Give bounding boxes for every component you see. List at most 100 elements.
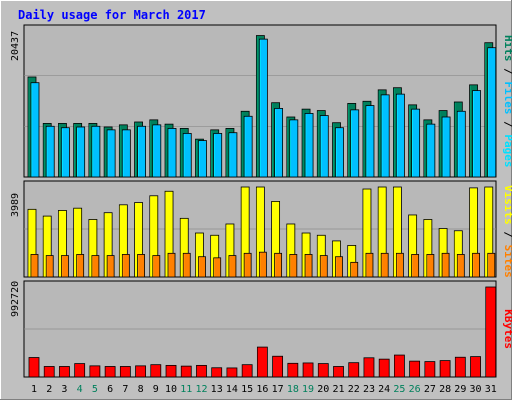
bar-kbytes bbox=[256, 346, 268, 378]
day-label: 23 bbox=[363, 384, 375, 395]
bar-kbytes bbox=[394, 354, 405, 378]
day-label: 28 bbox=[439, 384, 451, 395]
bar-files bbox=[365, 105, 375, 178]
bar-kbytes bbox=[180, 365, 192, 378]
bar-files bbox=[167, 128, 177, 178]
bar-kbytes bbox=[470, 356, 481, 378]
bar-kbytes bbox=[59, 366, 70, 378]
day-label: 8 bbox=[138, 384, 144, 395]
bar-sites bbox=[228, 255, 237, 278]
legend-separator: / bbox=[502, 62, 512, 82]
bar-sites bbox=[182, 252, 191, 278]
panel-visits-sites: 3989 Visits / Sites bbox=[10, 180, 512, 278]
bar-files bbox=[411, 108, 421, 178]
bar-files bbox=[91, 125, 101, 178]
bar-files bbox=[426, 123, 436, 178]
bar-kbytes bbox=[287, 362, 299, 378]
panel-hits-files-pages: 20437 Hits / Files / Pages bbox=[10, 24, 512, 178]
bar-files bbox=[198, 140, 207, 178]
bar-kbytes bbox=[272, 355, 284, 378]
day-label: 17 bbox=[272, 384, 284, 395]
bar-kbytes bbox=[333, 366, 344, 378]
bar-sites bbox=[198, 256, 206, 278]
bar-files bbox=[137, 125, 146, 178]
y-max-label: 992720 bbox=[10, 281, 21, 317]
bar-sites bbox=[61, 255, 69, 278]
bar-sites bbox=[167, 252, 176, 278]
bar-sites bbox=[121, 254, 130, 278]
bar-kbytes bbox=[28, 357, 40, 378]
bar-files bbox=[45, 125, 55, 178]
legend-item-visits: Visits bbox=[502, 185, 512, 225]
bar-kbytes bbox=[409, 360, 421, 378]
bar-sites bbox=[319, 255, 328, 278]
day-label: 29 bbox=[454, 384, 466, 395]
bar-files bbox=[243, 115, 253, 178]
day-label: 16 bbox=[256, 384, 268, 395]
bar-sites bbox=[91, 255, 100, 278]
day-label: 30 bbox=[470, 384, 482, 395]
day-label: 25 bbox=[393, 384, 405, 395]
bar-kbytes bbox=[378, 358, 390, 378]
chart-title: Daily usage for March 2017 bbox=[18, 8, 206, 22]
bar-files bbox=[350, 109, 360, 178]
bar-files bbox=[472, 90, 481, 178]
day-label: 13 bbox=[211, 384, 223, 395]
day-label: 6 bbox=[107, 384, 113, 395]
bar-files bbox=[396, 93, 405, 178]
bar-kbytes bbox=[363, 357, 375, 378]
bar-kbytes bbox=[43, 366, 55, 378]
bar-files bbox=[213, 133, 223, 178]
bar-sites bbox=[365, 252, 374, 278]
day-label: 14 bbox=[226, 384, 238, 395]
bar-sites bbox=[487, 252, 496, 278]
bar-files bbox=[182, 133, 192, 178]
day-label: 26 bbox=[409, 384, 421, 395]
legend-item-hits: Hits bbox=[502, 35, 512, 62]
bar-sites bbox=[106, 255, 115, 278]
bar-kbytes bbox=[317, 363, 329, 378]
legend-text: Visits / Sites bbox=[502, 185, 512, 278]
bar-kbytes bbox=[89, 365, 101, 378]
legend-text: KBytes bbox=[502, 309, 512, 349]
bar-sites bbox=[335, 256, 343, 278]
panel-kbytes: 992720 KBytes bbox=[10, 280, 512, 378]
day-axis: 1 2 3 4 5 6 7 8 9 10 11 12 13 14 15 16 17 18 19 20 21 22 23 24 2… bbox=[31, 384, 497, 395]
bar-files bbox=[121, 129, 131, 178]
bar-kbytes bbox=[150, 364, 162, 378]
bar-sites bbox=[472, 252, 480, 278]
bar-sites bbox=[289, 254, 298, 278]
bar-sites bbox=[213, 257, 222, 278]
bar-sites bbox=[411, 254, 420, 278]
bar-sites bbox=[456, 254, 465, 278]
bar-kbytes bbox=[241, 364, 253, 378]
day-label: 1 bbox=[31, 384, 37, 395]
day-label: 2 bbox=[46, 384, 52, 395]
bar-kbytes bbox=[226, 367, 238, 378]
bar-sites bbox=[30, 254, 39, 278]
bar-files bbox=[304, 113, 314, 178]
legend-item-pages: Pages bbox=[502, 134, 512, 167]
bar-files bbox=[61, 127, 70, 178]
legend: KBytes bbox=[502, 309, 512, 349]
bar-files bbox=[456, 110, 466, 178]
legend-text: Hits / Files / Pages bbox=[502, 35, 512, 168]
day-label: 27 bbox=[424, 384, 436, 395]
day-label: 22 bbox=[348, 384, 360, 395]
day-label: 12 bbox=[195, 384, 207, 395]
bar-sites bbox=[426, 254, 435, 278]
day-label: 4 bbox=[77, 384, 83, 395]
bar-files bbox=[228, 132, 238, 178]
bar-files bbox=[30, 82, 40, 178]
legend: Visits / Sites bbox=[502, 185, 512, 278]
bar-files bbox=[76, 126, 86, 178]
day-label: 31 bbox=[485, 384, 497, 395]
bar-files bbox=[441, 116, 451, 178]
legend-item-files: Files bbox=[502, 81, 512, 114]
day-label: 21 bbox=[332, 384, 344, 395]
day-label: 24 bbox=[378, 384, 390, 395]
bar-files bbox=[258, 38, 268, 178]
bar-sites bbox=[45, 255, 54, 278]
